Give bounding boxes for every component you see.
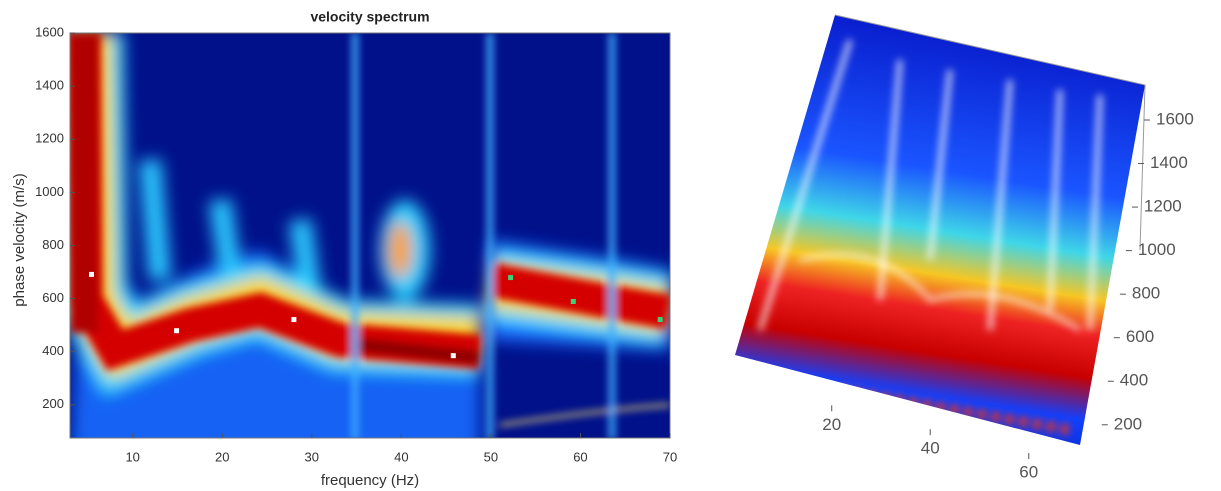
z-tick-label: 800 [1132,284,1160,303]
pick-point [508,275,514,281]
pick-point [174,328,180,334]
x-tick-label: 10 [125,449,139,464]
y-tick-label: 1200 [35,131,64,146]
pick-point [88,271,94,277]
x-tick-label: 60 [1019,463,1038,482]
x-tick-label: 50 [484,449,498,464]
z-tick-label: 600 [1126,327,1154,346]
y-tick-label: 1000 [35,184,64,199]
surface-3d [735,14,1146,445]
z-tick-label: 400 [1120,371,1148,390]
y-tick-label: 600 [42,290,64,305]
z-tick-label: 1600 [1156,109,1194,128]
x-tick-label: 40 [394,449,408,464]
y-tick-label: 200 [42,396,64,411]
chart-title: velocity spectrum [310,9,429,25]
z-tick-label: 1400 [1150,153,1188,172]
z-tick-label: 1200 [1144,197,1182,216]
x-tick-label: 20 [822,415,841,434]
x-tick-label: 40 [921,439,940,458]
x-tick-label: 70 [663,449,677,464]
y-tick-label: 1400 [35,78,64,93]
heatmap-field [70,33,670,438]
pick-point [657,317,663,323]
pick-point [291,317,297,323]
y-tick-label: 800 [42,237,64,252]
pick-point [570,298,576,304]
x-tick-label: 20 [215,449,229,464]
pick-point [450,353,456,359]
y-tick-label: 400 [42,343,64,358]
y-tick-label: 1600 [35,24,64,39]
left-chart: velocity spectrum frequency (Hz) phase v… [11,9,430,489]
right-chart: 20 40 60 200 400 600 800 1000 1200 1400 1600 [822,109,1194,481]
plot-frame [69,32,671,439]
x-tick-label: 30 [305,449,319,464]
z-tick-label: 1000 [1138,240,1176,259]
z-tick-label: 200 [1114,414,1142,433]
y-axis-label: phase velocity (m/s) [11,173,28,306]
x-tick-label: 60 [573,449,587,464]
x-axis-label: frequency (Hz) [321,472,419,489]
